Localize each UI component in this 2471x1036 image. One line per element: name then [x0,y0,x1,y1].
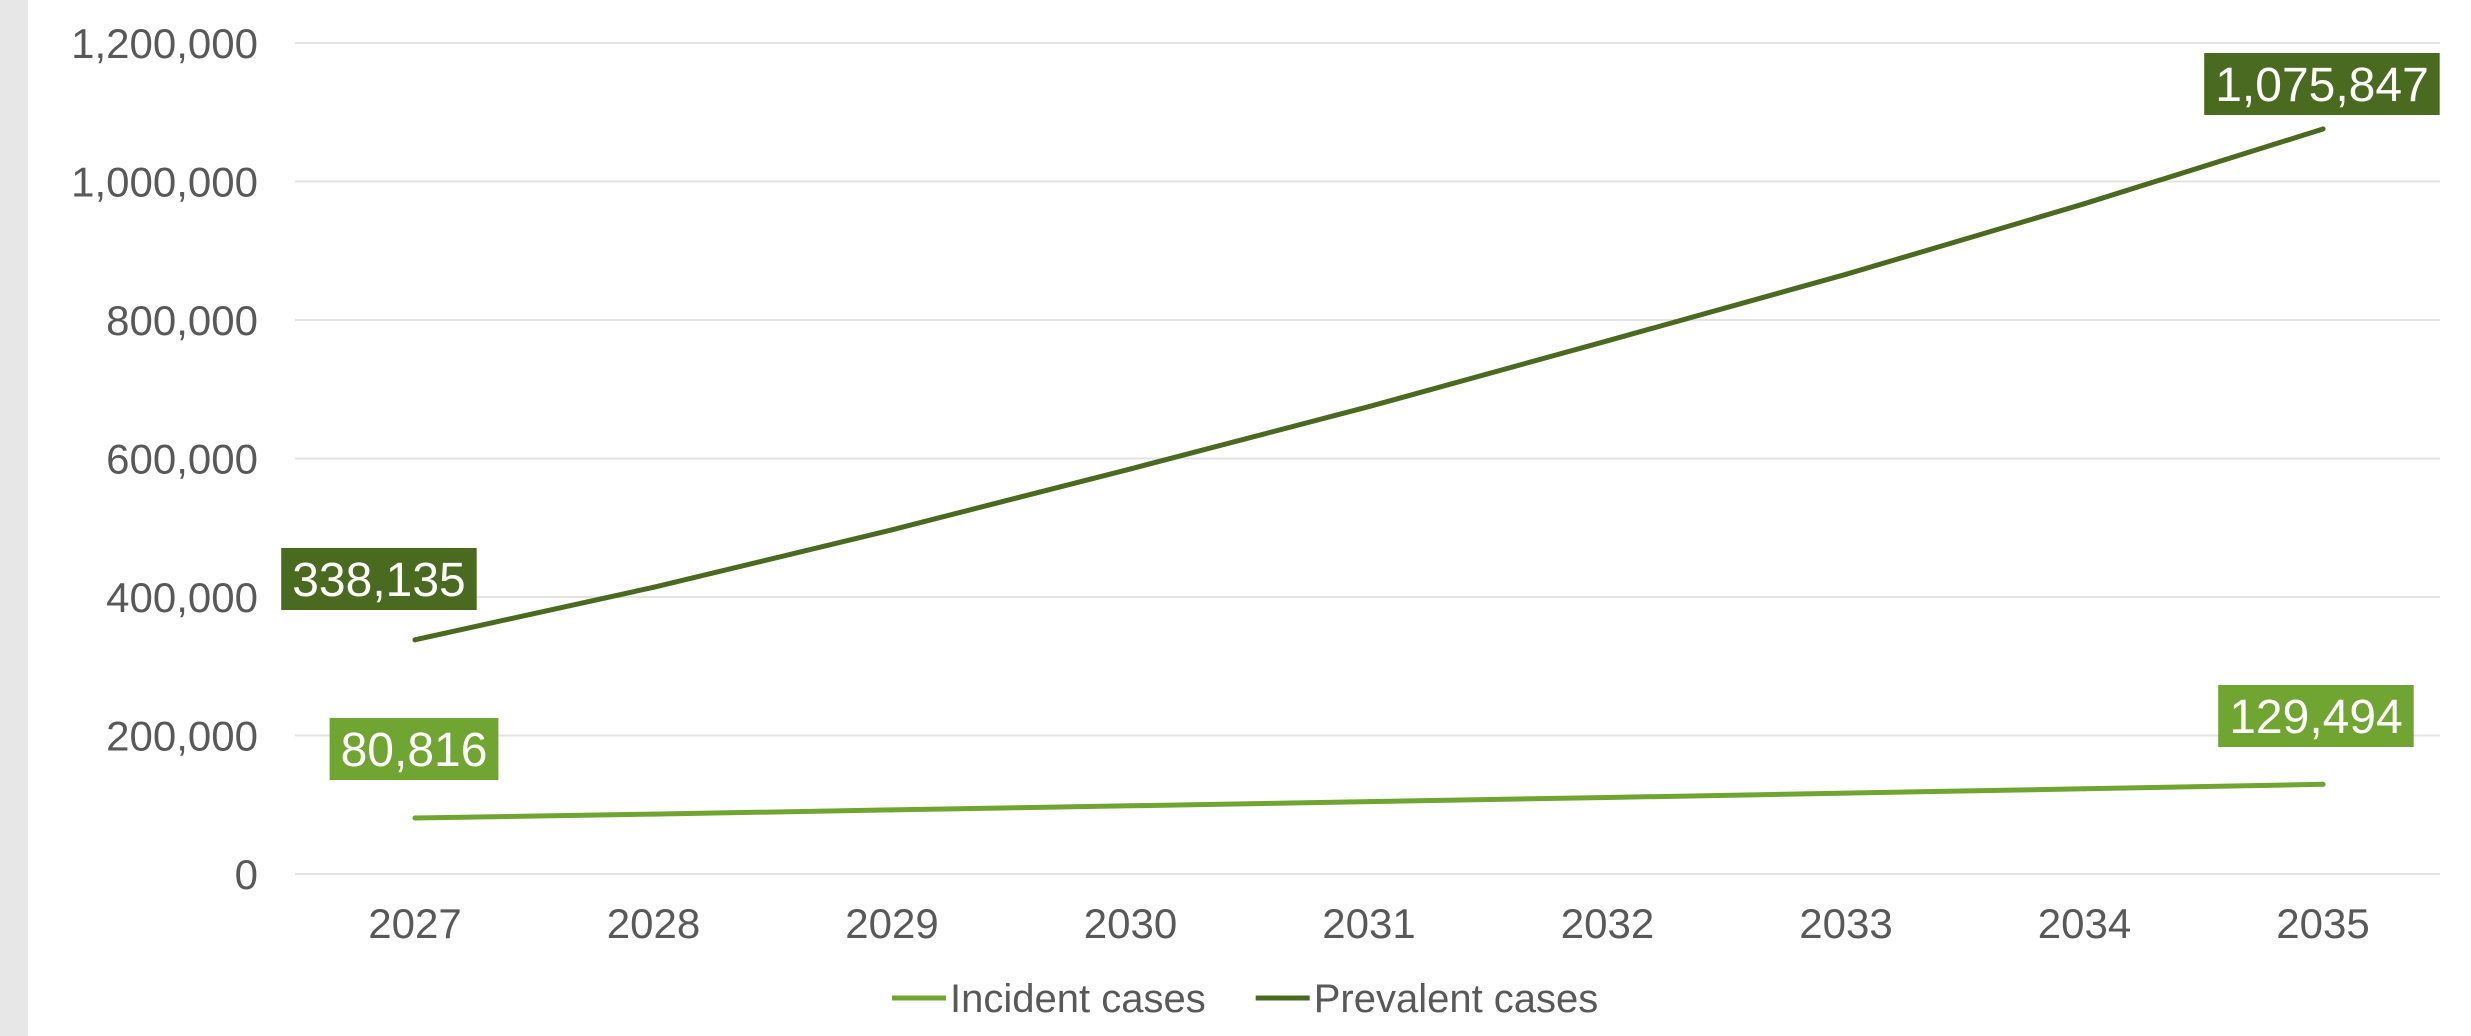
x-tick-label: 2032 [1561,900,1654,947]
series-lines [412,126,2326,821]
data-point [651,811,656,817]
data-point [1843,790,1849,796]
data-point [1128,466,1133,472]
data-label-text: 338,135 [292,554,466,607]
data-label-box [329,718,499,780]
data-label-box [281,548,477,610]
data-label-box [2218,685,2414,747]
data-point [889,807,895,813]
data-point [1366,799,1372,805]
y-tick-label: 0 [235,851,258,898]
left-edge-strip [0,0,28,1036]
x-tick-label: 2030 [1084,900,1177,947]
data-point [2082,786,2087,792]
y-tick-label: 400,000 [106,574,258,621]
data-labels: 80,816 129,494 338,135 1,075,847 [281,53,2440,780]
y-tick-label: 1,200,000 [71,20,258,67]
data-point [1128,803,1133,809]
data-label-text: 129,494 [2229,691,2403,744]
legend: Incident cases Prevalent cases [892,977,1598,1021]
data-point [651,584,656,590]
data-point [412,815,418,821]
data-label-box [2204,53,2440,115]
data-label: 338,135 [281,548,477,610]
y-tick-label: 200,000 [106,713,258,760]
x-axis-tick-labels: 2027 2028 2029 2030 2031 2032 2033 2034 2035 [368,900,2369,947]
legend-item-incident-cases: Incident cases [892,977,1206,1021]
y-tick-label: 800,000 [106,297,258,344]
legend-item-prevalent-cases: Prevalent cases [1255,977,1599,1021]
y-tick-label: 1,000,000 [71,159,258,206]
x-tick-label: 2035 [2276,900,2369,947]
y-axis-tick-labels: 0 200,000 400,000 600,000 800,000 1,000,000 1,… [71,20,258,898]
legend-label: Prevalent cases [1314,977,1599,1021]
series-line-prevalent-cases [412,126,2326,643]
x-tick-label: 2034 [2038,900,2131,947]
data-point [1605,794,1610,800]
x-tick-label: 2028 [607,900,700,947]
legend-label: Incident cases [950,977,1206,1021]
data-point [1605,338,1610,344]
data-point [1366,404,1372,410]
data-label: 1,075,847 [2204,53,2440,115]
data-label-text: 1,075,847 [2215,59,2429,112]
data-point [2082,201,2087,207]
gridlines [295,42,2440,875]
x-tick-label: 2027 [368,900,461,947]
x-tick-label: 2029 [845,900,938,947]
data-label: 80,816 [329,718,499,780]
x-tick-label: 2031 [1322,900,1415,947]
x-tick-label: 2033 [1799,900,1892,947]
y-tick-label: 600,000 [106,436,258,483]
data-label: 129,494 [2218,685,2414,747]
data-point [1843,271,1849,277]
data-point [889,527,895,533]
data-point [412,637,418,643]
data-label-text: 80,816 [341,724,488,777]
data-point [2320,126,2326,132]
data-point [2320,781,2326,787]
